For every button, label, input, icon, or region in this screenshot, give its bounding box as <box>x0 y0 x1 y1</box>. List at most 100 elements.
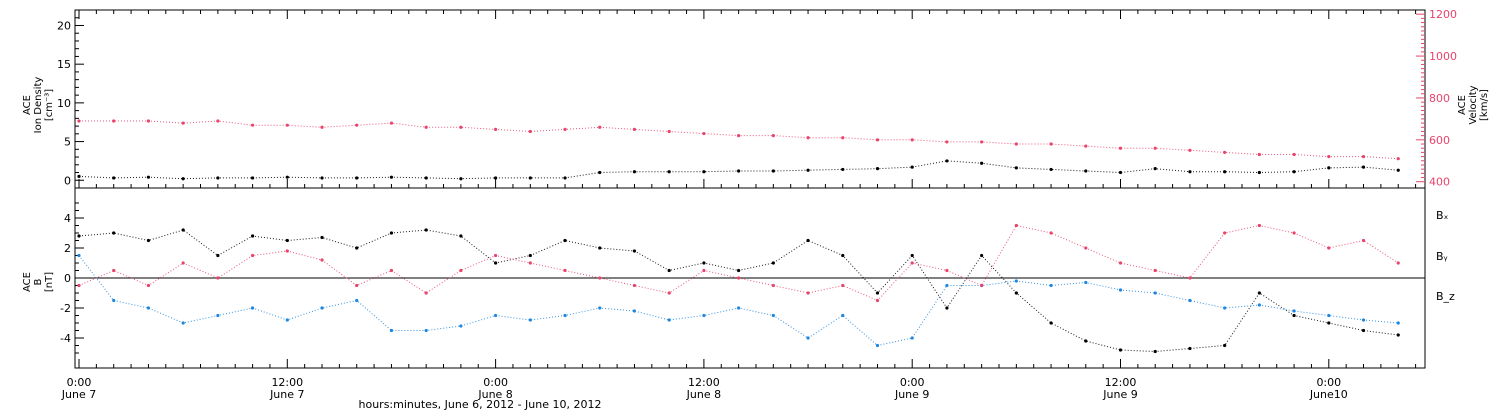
velocity-axis-title: ACE <box>1457 95 1468 115</box>
By-point <box>702 313 706 318</box>
By-point <box>1153 291 1157 295</box>
Bx-point <box>146 238 151 243</box>
Bz-point <box>1153 268 1157 273</box>
By-point <box>875 343 880 348</box>
density-point <box>494 176 498 180</box>
By-point <box>1396 321 1400 325</box>
velocity-point <box>112 119 116 123</box>
density-point <box>459 177 463 181</box>
By-point <box>320 306 324 310</box>
velocity-point <box>632 127 637 131</box>
Bx-point <box>424 228 428 232</box>
By-point <box>632 309 637 313</box>
b-axis-title: [nT] <box>44 272 55 292</box>
density-point <box>875 167 880 171</box>
Bz-point <box>1188 276 1192 280</box>
Bx-point <box>771 261 775 265</box>
Bx-trace <box>78 229 1399 353</box>
Bz-point <box>389 268 394 273</box>
By-trace <box>78 255 1399 347</box>
legend-By: Bᵧ <box>1436 250 1448 263</box>
By-point <box>1327 313 1331 318</box>
x-axis-title: hours:minutes, June 6, 2012 - June 10, 2… <box>359 398 602 410</box>
density-axis-title: Ion Density <box>33 77 44 134</box>
density-point <box>702 170 706 174</box>
Bz-point <box>737 276 741 280</box>
density-point <box>424 176 428 180</box>
By-point <box>459 324 463 328</box>
Bz-point <box>771 283 775 288</box>
velocity-point <box>945 140 949 144</box>
density-tick-label: 5 <box>64 136 71 149</box>
Bz-point <box>1049 231 1053 235</box>
Bz-point <box>667 291 671 295</box>
density-point <box>1327 166 1331 170</box>
density-axis-title: ACE <box>22 95 33 115</box>
Bz-point <box>632 283 637 288</box>
Bz-point <box>1396 261 1400 265</box>
velocity-point <box>563 127 567 131</box>
Bx-point <box>459 234 463 238</box>
velocity-point <box>1361 154 1366 159</box>
Bz-trace <box>78 224 1399 302</box>
By-point <box>667 318 671 322</box>
density-point <box>1188 170 1192 174</box>
Bx-point <box>667 268 671 273</box>
x-tick-date-label: June 9 <box>1102 388 1137 401</box>
Bz-point <box>1118 261 1123 265</box>
density-point <box>528 176 532 180</box>
velocity-point <box>980 140 984 144</box>
x-tick-time-label: 0:00 <box>900 376 925 389</box>
x-tick-time-label: 0:00 <box>67 376 92 389</box>
velocity-point <box>285 123 289 127</box>
x-tick-time-label: 12:00 <box>1105 376 1137 389</box>
x-tick-date-label: June 7 <box>269 388 304 401</box>
Bx-point <box>181 228 185 232</box>
density-tick-label: 15 <box>57 58 71 71</box>
bottom-By-series <box>77 253 1400 348</box>
Bz-point <box>1223 231 1227 235</box>
density-point <box>1396 168 1400 172</box>
velocity-point <box>1188 148 1192 152</box>
velocity-point <box>806 136 810 140</box>
Bz-point <box>806 291 810 295</box>
legend-Bz: B_z <box>1436 290 1455 303</box>
density-point <box>77 174 81 178</box>
density-tick-label: 10 <box>57 97 71 110</box>
density-trace <box>78 160 1399 180</box>
top-velocity-series <box>77 119 1400 161</box>
velocity-point <box>355 123 359 127</box>
density-point <box>1361 165 1366 169</box>
x-tick-time-label: 0:00 <box>1316 376 1341 389</box>
velocity-tick-label: 800 <box>1429 92 1450 105</box>
velocity-point <box>181 121 185 125</box>
x-tick-time-label: 12:00 <box>271 376 303 389</box>
Bz-point <box>563 268 567 273</box>
Bx-point <box>1257 291 1261 295</box>
velocity-point <box>771 134 775 138</box>
velocity-tick-label: 1000 <box>1429 50 1457 63</box>
By-point <box>563 313 567 318</box>
Bx-point <box>320 235 324 240</box>
Bx-point <box>1188 346 1192 351</box>
density-point <box>1153 167 1157 171</box>
Bx-point <box>598 246 602 250</box>
velocity-tick-label: 1200 <box>1429 8 1457 21</box>
By-point <box>528 318 532 322</box>
density-point <box>112 176 116 180</box>
velocity-point <box>250 123 255 127</box>
By-point <box>1292 309 1296 313</box>
Bz-point <box>1014 223 1018 228</box>
velocity-tick-label: 600 <box>1429 134 1450 147</box>
Bz-point <box>1361 238 1366 243</box>
By-point <box>806 336 810 340</box>
bottom-Bz-series <box>77 223 1400 303</box>
velocity-point <box>1014 142 1018 146</box>
density-tick-label: 0 <box>64 174 71 187</box>
bottom-Bx-series <box>77 228 1400 354</box>
x-tick-date-label: June 7 <box>61 388 96 401</box>
Bx-point <box>1118 348 1123 352</box>
Bz-point <box>598 276 602 280</box>
velocity-point <box>1049 142 1053 146</box>
